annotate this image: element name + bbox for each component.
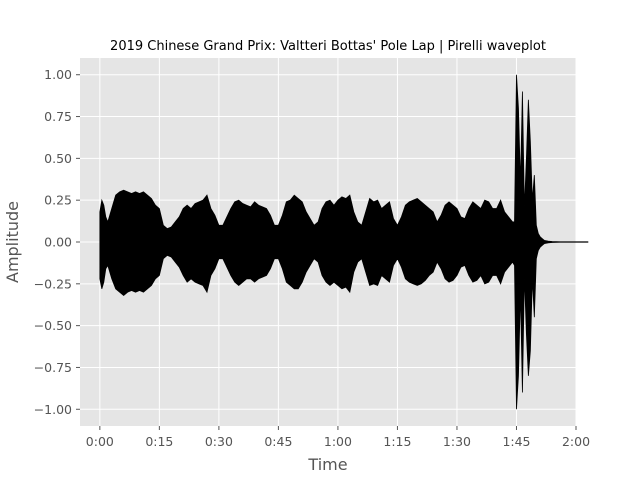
x-tick-label: 0:15	[145, 434, 173, 449]
x-tick-label: 1:00	[324, 434, 352, 449]
x-tick-label: 0:00	[86, 434, 114, 449]
x-tick-label: 0:30	[205, 434, 233, 449]
chart-title: 2019 Chinese Grand Prix: Valtteri Bottas…	[110, 39, 546, 54]
y-axis-ticks: 1.00 0.75 0.50 0.25 0.00 −0.25 −0.50 −0.75 −1.00	[34, 67, 80, 417]
x-axis-ticks: 0:00 0:15 0:30 0:45 1:00 1:15 1:30 1:45 2:00	[86, 426, 590, 449]
y-tick-label: 0.75	[44, 109, 72, 124]
x-tick-label: 0:45	[264, 434, 292, 449]
y-axis-label: Amplitude	[3, 201, 22, 283]
waveform	[99, 74, 589, 410]
x-tick-label: 1:45	[502, 434, 530, 449]
y-tick-label: −0.75	[34, 360, 72, 375]
x-tick-label: 1:15	[383, 434, 411, 449]
x-tick-label: 2:00	[562, 434, 590, 449]
y-tick-label: 1.00	[44, 67, 72, 82]
y-tick-label: 0.50	[44, 151, 72, 166]
y-tick-label: −0.50	[34, 318, 72, 333]
x-tick-label: 1:30	[443, 434, 471, 449]
x-axis-label: Time	[307, 455, 347, 474]
y-tick-label: 0.00	[44, 235, 72, 250]
y-tick-label: 0.25	[44, 193, 72, 208]
y-tick-label: −1.00	[34, 402, 72, 417]
y-tick-label: −0.25	[34, 276, 72, 291]
